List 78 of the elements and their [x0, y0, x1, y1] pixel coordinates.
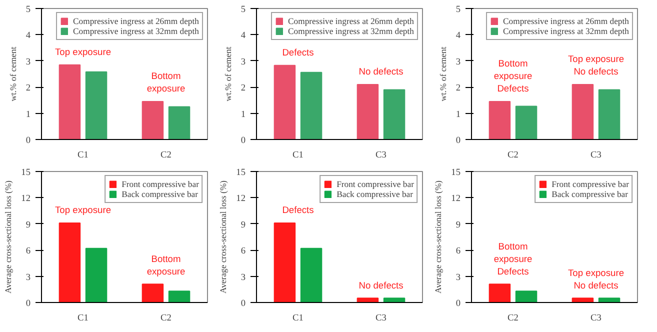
y-tick-label: 3 [456, 57, 461, 68]
x-tick-label: C3 [590, 314, 602, 324]
y-tick-label: 12 [451, 194, 461, 204]
x-tick-label: C1 [292, 150, 304, 160]
x-tick-label: C1 [78, 150, 89, 160]
y-tick-label: 6 [240, 246, 246, 257]
y-tick-label: 15 [236, 168, 246, 178]
y-tick-label: 3 [26, 272, 31, 283]
y-tick-label: 4 [240, 31, 246, 42]
y-axis-title: wt.% of cement [222, 46, 233, 102]
y-tick-label: 12 [21, 194, 31, 204]
y-tick-label: 4 [26, 31, 31, 42]
y-tick-label: 4 [456, 31, 461, 42]
y-axis-title: wt.% of cement [438, 46, 448, 102]
y-tick-label: 0 [240, 299, 246, 309]
y-tick-label: 0 [456, 136, 461, 146]
annotation: Top exposure No defects [568, 268, 624, 290]
y-tick-label: 0 [240, 136, 246, 146]
annotation: Top exposure [54, 46, 112, 57]
y-tick-label: 5 [456, 5, 461, 15]
annotation: Bottom exposure Defects [494, 58, 532, 94]
annotation: Bottom exposure [146, 254, 186, 276]
legend-label: Front compressive bar [336, 179, 414, 189]
annotation: No defects [358, 66, 404, 77]
y-tick-label: 0 [456, 299, 461, 309]
legend-label: Back compressive bar [552, 189, 628, 199]
x-tick-label: C3 [590, 150, 602, 160]
annotation: Bottom exposure Defects [494, 241, 532, 276]
y-tick-label: 5 [26, 5, 31, 15]
x-tick-label: C2 [508, 314, 519, 324]
y-tick-label: 9 [26, 220, 31, 230]
y-tick-label: 15 [451, 168, 461, 178]
y-tick-label: 5 [240, 5, 246, 15]
y-axis-title: Average cross-sectional loss (%) [218, 180, 228, 294]
y-tick-label: 12 [236, 194, 246, 204]
x-tick-label: C1 [78, 314, 89, 324]
legend-label: Compressive ingress at 26mm depth [503, 16, 629, 26]
y-axis-title: Average cross-sectional loss (%) [3, 180, 14, 294]
y-tick-label: 3 [240, 57, 246, 68]
y-tick-label: 3 [456, 272, 461, 283]
x-tick-label: C2 [160, 314, 172, 324]
x-tick-label: C3 [376, 150, 387, 160]
y-tick-label: 0 [26, 299, 31, 309]
y-tick-label: 2 [26, 84, 31, 94]
x-tick-label: C3 [376, 314, 387, 324]
y-tick-label: 2 [456, 84, 461, 94]
y-tick-label: 0 [26, 136, 31, 146]
legend-label: Back compressive bar [122, 189, 198, 199]
y-tick-label: 3 [26, 57, 31, 68]
legend-label: Compressive ingress at 26mm depth [288, 16, 414, 26]
y-tick-label: 6 [456, 246, 461, 257]
y-tick-label: 2 [240, 84, 246, 94]
annotation: No defects [358, 280, 404, 290]
legend-label: Compressive ingress at 26mm depth [73, 16, 199, 26]
y-tick-label: 3 [240, 272, 246, 283]
legend-label: Front compressive bar [552, 179, 629, 189]
y-tick-label: 9 [456, 220, 461, 230]
y-tick-label: 15 [21, 168, 31, 178]
y-tick-label: 1 [26, 110, 31, 120]
legend-label: Compressive ingress at 32mm depth [288, 26, 414, 36]
annotation: Defects [282, 47, 314, 58]
y-axis-title: wt.% of cement [8, 46, 18, 102]
x-tick-label: C1 [292, 314, 304, 324]
legend-label: Front compressive bar [122, 179, 199, 189]
y-axis-title: Average cross-sectional loss (%) [433, 180, 444, 294]
y-tick-label: 6 [26, 246, 31, 257]
annotation: Bottom exposure [146, 71, 186, 94]
y-tick-label: 1 [456, 110, 461, 120]
y-tick-label: 1 [240, 110, 246, 120]
legend-label: Compressive ingress at 32mm depth [73, 26, 199, 36]
annotation: Top exposure [54, 205, 112, 216]
legend-label: Back compressive bar [336, 189, 414, 199]
legend-label: Compressive ingress at 32mm depth [503, 26, 629, 36]
x-tick-label: C2 [508, 150, 519, 160]
x-tick-label: C2 [160, 150, 172, 160]
y-tick-label: 9 [240, 220, 246, 230]
annotation: Defects [282, 205, 314, 216]
annotation: Top exposure No defects [568, 54, 624, 77]
